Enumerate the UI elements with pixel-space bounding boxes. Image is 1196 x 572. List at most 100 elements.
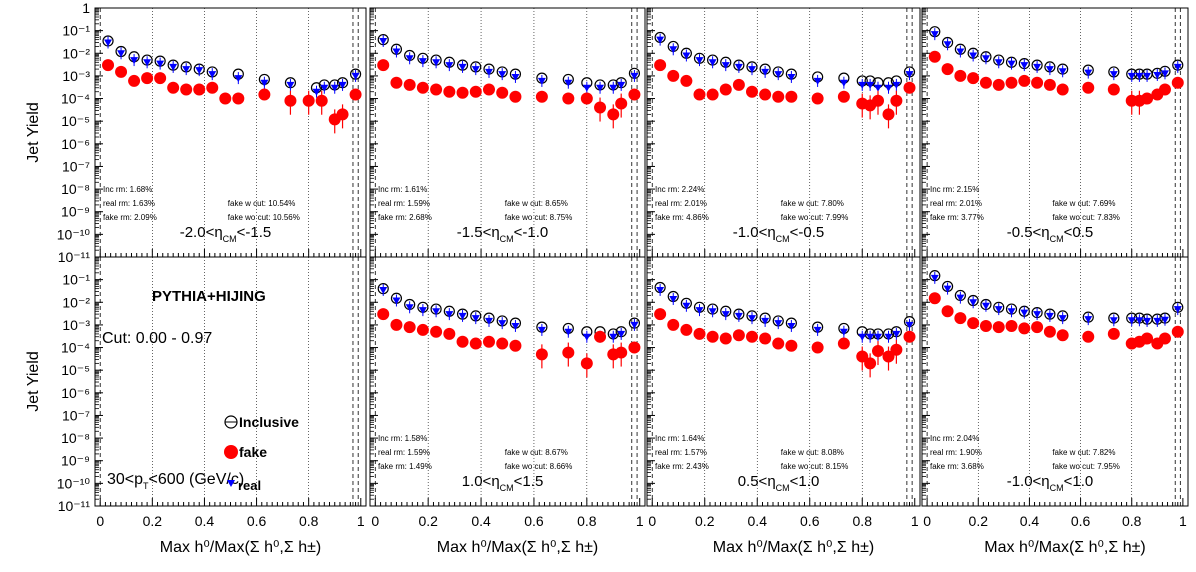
fake-point bbox=[180, 83, 193, 96]
stat-fake-w-cut: fake w cut: 8.08% bbox=[781, 448, 844, 457]
fake-point bbox=[443, 327, 456, 340]
x-axis-title: Max h⁰/Max(Σ h⁰,Σ h±) bbox=[713, 539, 874, 556]
x-tick-label: 0 bbox=[371, 513, 379, 529]
fake-point bbox=[667, 69, 680, 82]
fake-point bbox=[719, 83, 732, 96]
x-axis-title: Max h⁰/Max(Σ h⁰,Σ h±) bbox=[437, 539, 598, 556]
x-tick-label: 0.4 bbox=[748, 513, 768, 529]
fake-point bbox=[594, 330, 607, 343]
generator-label: PYTHIA+HIJING bbox=[152, 288, 266, 305]
y-tick-label: 10⁻⁹ bbox=[61, 453, 90, 469]
fake-point bbox=[732, 329, 745, 342]
fake-point bbox=[1141, 92, 1154, 105]
fake-point bbox=[746, 330, 758, 343]
legend-fake-label: fake bbox=[239, 444, 267, 460]
panel-top-2: -1.5<ηCM<-1.0 Inc rm: 1.61% real rm: 1.59%… bbox=[369, 7, 646, 258]
stat-fake-rm: fake rm: 3.77% bbox=[930, 213, 984, 222]
fake-point bbox=[719, 332, 732, 345]
fake-point bbox=[1158, 83, 1171, 96]
y-tick-label: 10⁻⁹ bbox=[61, 204, 90, 220]
fake-point bbox=[872, 94, 884, 107]
x-tick-label: 0.2 bbox=[695, 513, 715, 529]
fake-point bbox=[693, 327, 706, 340]
fake-point bbox=[979, 319, 992, 332]
fake-point bbox=[928, 292, 941, 305]
y-tick-label: 10⁻⁵ bbox=[61, 113, 90, 129]
panel-bottom-2: 0 0.2 0.4 0.6 0.8 1 Max h⁰/Max(Σ h⁰,Σ h±) 1.0<η… bbox=[369, 256, 646, 556]
stat-fake-wo-cut: fake wo cut: 7.95% bbox=[1052, 462, 1120, 471]
fake-point bbox=[628, 341, 641, 354]
eta-range-label: -1.5<ηCM<-1.0 bbox=[457, 224, 549, 244]
x-tick-label: 0 bbox=[923, 513, 931, 529]
stat-fake-rm: fake rm: 3.68% bbox=[930, 462, 984, 471]
y-tick-label: 10⁻¹ bbox=[62, 23, 90, 39]
fake-point bbox=[1056, 329, 1069, 342]
fake-point bbox=[430, 325, 443, 338]
stat-fake-rm: fake rm: 4.86% bbox=[655, 213, 709, 222]
stat-fake-w-cut: fake w cut: 10.54% bbox=[228, 199, 296, 208]
fake-point bbox=[115, 65, 128, 78]
fake-point bbox=[580, 357, 593, 370]
y-tick-label: 10⁻⁷ bbox=[62, 158, 90, 174]
eta-range-label: 0.5<ηCM<1.0 bbox=[738, 473, 820, 493]
fake-point bbox=[390, 318, 403, 331]
y-tick-label: 10⁻⁷ bbox=[62, 407, 90, 423]
fake-point bbox=[430, 83, 443, 96]
fake-point bbox=[443, 85, 456, 98]
fake-point bbox=[469, 85, 482, 98]
fake-point bbox=[811, 341, 824, 354]
x-tick-label: 0.2 bbox=[969, 513, 989, 529]
x-tick-label: 1 bbox=[636, 513, 644, 529]
stat-fake-wo-cut: fake wo cut: 8.15% bbox=[781, 462, 849, 471]
fake-point bbox=[954, 69, 967, 82]
y-tick-label: 10⁻² bbox=[62, 294, 90, 310]
fake-point bbox=[1141, 332, 1154, 345]
fake-point bbox=[706, 88, 719, 101]
fake-point bbox=[1082, 330, 1095, 343]
stat-real-rm: real rm: 1.57% bbox=[655, 448, 707, 457]
x-axis-title: Max h⁰/Max(Σ h⁰,Σ h±) bbox=[160, 539, 321, 556]
stat-fake-w-cut: fake w cut: 7.69% bbox=[1052, 199, 1115, 208]
fake-point bbox=[1043, 78, 1056, 91]
stat-inc-rm: Inc rm: 1.68% bbox=[103, 185, 152, 194]
fake-point bbox=[258, 88, 271, 101]
eta-range-label: -1.0<ηCM<-0.5 bbox=[733, 224, 825, 244]
legend: PYTHIA+HIJING Cut: 0.00 - 0.97 30<pT<600 (… bbox=[102, 288, 299, 493]
x-tick-label: 0.4 bbox=[1020, 513, 1040, 529]
stat-real-rm: real rm: 1.63% bbox=[103, 199, 155, 208]
stat-fake-w-cut: fake w cut: 7.80% bbox=[781, 199, 844, 208]
pt-range-label: 30<pT<600 (GeV/c) bbox=[107, 471, 244, 491]
y-tick-label: 10⁻⁸ bbox=[61, 430, 90, 446]
fake-point bbox=[496, 337, 509, 350]
fake-point bbox=[667, 318, 680, 331]
y-tick-label: 10⁻⁶ bbox=[61, 136, 90, 152]
fake-point bbox=[562, 92, 575, 105]
fake-point bbox=[193, 83, 206, 96]
stat-fake-wo-cut: fake wo cut: 10.56% bbox=[228, 213, 300, 222]
x-tick-label: 0.6 bbox=[1071, 513, 1091, 529]
stat-fake-wo-cut: fake wo cut: 7.83% bbox=[1052, 213, 1120, 222]
x-tick-label: 1 bbox=[1179, 513, 1187, 529]
x-axis-title: Max h⁰/Max(Σ h⁰,Σ h±) bbox=[984, 539, 1145, 556]
fake-point bbox=[882, 350, 895, 363]
fake-point bbox=[1158, 332, 1171, 345]
x-tick-label: 0.4 bbox=[471, 513, 491, 529]
y-tick-label: 10⁻¹¹ bbox=[58, 498, 91, 514]
fake-point bbox=[607, 108, 620, 121]
legend-fake-marker bbox=[224, 445, 238, 459]
fake-point bbox=[1107, 327, 1120, 340]
fake-point bbox=[594, 101, 607, 114]
stat-fake-wo-cut: fake wo cut: 8.75% bbox=[505, 213, 573, 222]
x-tick-label: 0.4 bbox=[195, 513, 215, 529]
fake-point bbox=[141, 72, 154, 85]
fake-point bbox=[903, 330, 916, 343]
fake-point bbox=[1031, 76, 1044, 89]
y-tick-label: 10⁻¹⁰ bbox=[57, 475, 91, 491]
fake-point bbox=[967, 317, 980, 330]
fake-point bbox=[706, 330, 719, 343]
stat-inc-rm: Inc rm: 2.04% bbox=[930, 434, 979, 443]
fake-point bbox=[992, 321, 1005, 334]
fake-point bbox=[732, 78, 745, 91]
fake-point bbox=[496, 86, 509, 99]
fake-point bbox=[377, 308, 390, 321]
